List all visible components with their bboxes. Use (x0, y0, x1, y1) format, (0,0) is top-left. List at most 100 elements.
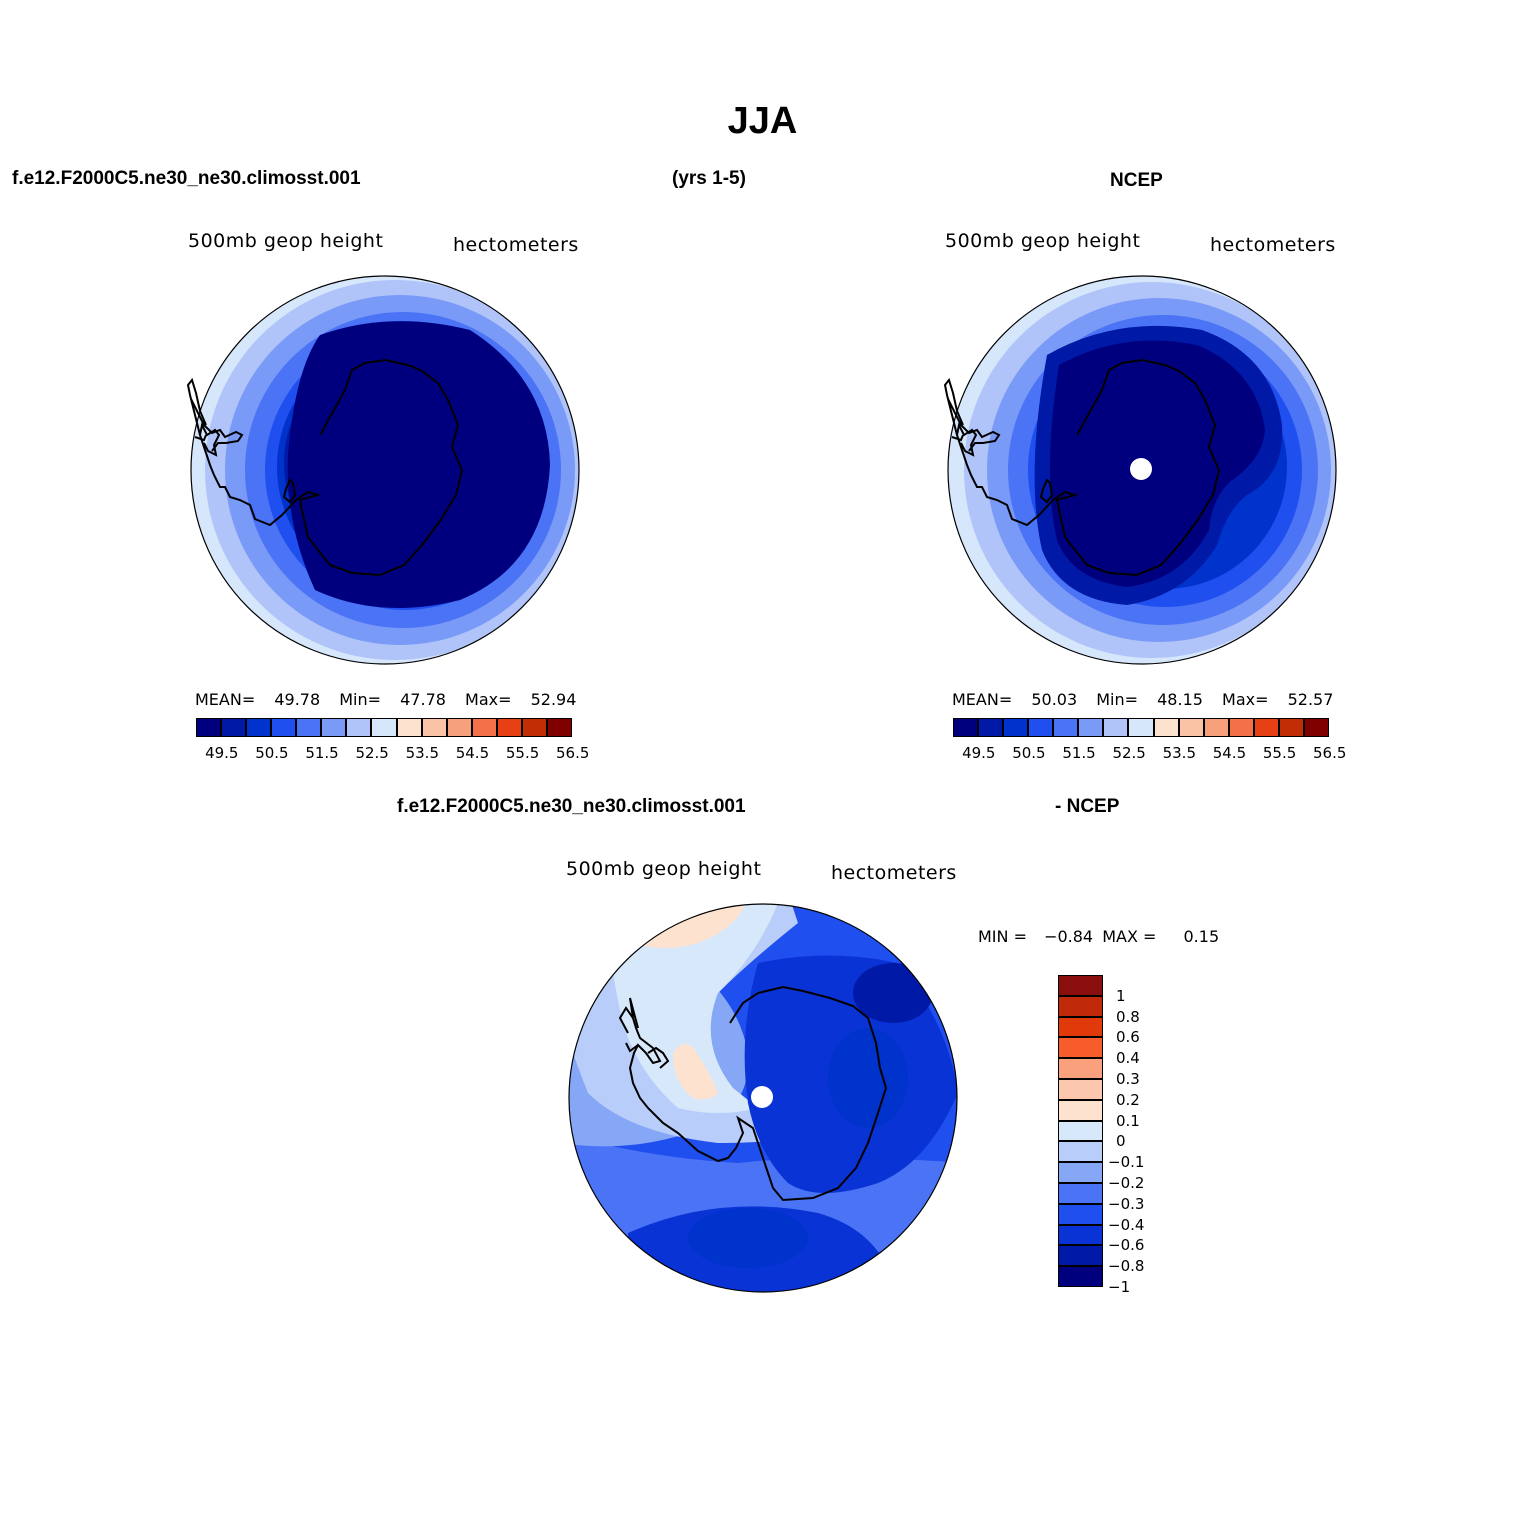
colorbar-swatch (1178, 718, 1204, 737)
ncep-core (1049, 340, 1265, 587)
diff-min-value: −0.84 (1044, 927, 1094, 946)
diff-colorbar-swatch (1058, 1058, 1103, 1079)
diff-colorbar-tick-label: −0.2 (1108, 1174, 1145, 1192)
colorbar-tick-label: 49.5 (962, 744, 996, 762)
diff-colorbar-swatch (1058, 975, 1103, 996)
top-right-case-label: NCEP (1110, 170, 1163, 191)
diff-units-label: hectometers (831, 862, 957, 884)
ncep-peninsula (943, 377, 1054, 504)
diff-colorbar-ticks: 1 0.8 0.6 0.4 0.3 0.2 0.1 0 −0.1 −0.2 −0.3 −0.4 −0.6… (1108, 975, 1168, 1296)
diff-peninsula (618, 997, 670, 1069)
diff-colorbar-swatch (1058, 995, 1103, 1017)
colorbar-swatch (321, 718, 347, 737)
model-min-label: Min= (339, 690, 382, 709)
model-mean-value: 49.78 (274, 690, 321, 709)
colorbar-swatch (1278, 718, 1304, 737)
diff-colorbar-tick-label: 0.6 (1116, 1028, 1140, 1047)
colorbar-swatch (1228, 718, 1254, 737)
colorbar-swatch (421, 718, 447, 737)
ncep-max-label: Max= (1222, 690, 1269, 709)
colorbar-swatch (1003, 718, 1029, 737)
colorbar-swatch (396, 718, 422, 737)
diff-globe-border (568, 903, 958, 1293)
ncep-mean-value: 50.03 (1031, 690, 1078, 709)
diff-map (568, 903, 958, 1293)
colorbar-swatch (521, 718, 547, 737)
model-coastline (198, 358, 464, 577)
diff-min-center (828, 1028, 908, 1128)
colorbar-swatch (1103, 718, 1129, 737)
colorbar-swatch (1253, 718, 1279, 737)
colorbar-tick-label: 51.5 (1062, 744, 1096, 762)
colorbar-tick-label: 54.5 (455, 744, 490, 762)
model-map (186, 275, 580, 665)
colorbar-swatch (471, 718, 497, 737)
colorbar-tick-label: 52.5 (355, 744, 389, 762)
ncep-min-value: 48.15 (1157, 690, 1203, 709)
model-peninsula (186, 377, 297, 504)
diff-colorbar-swatch (1058, 1162, 1103, 1183)
colorbar-tick-label: 56.5 (556, 744, 590, 762)
diff-colorbar-swatch (1058, 1266, 1103, 1287)
diff-colorbar-swatch (1058, 1203, 1103, 1225)
diff-colorbar-swatch (1058, 1099, 1103, 1121)
diff-colorbar-tick-label: 1 (1116, 986, 1126, 1005)
diff-colorbar-swatch (1058, 1079, 1103, 1100)
colorbar-tick-label: 50.5 (255, 744, 289, 762)
diff-colorbar-swatch (1058, 1037, 1103, 1059)
colorbar-swatch (1028, 718, 1054, 737)
diff-colorbar-tick-label: −1 (1108, 1278, 1131, 1296)
colorbar-tick-label: 51.5 (305, 744, 339, 762)
diff-colorbar-tick-label: 0.2 (1116, 1090, 1140, 1109)
diff-case-label: f.e12.F2000C5.ne30_ne30.climosst.001 (397, 796, 746, 817)
colorbar-tick-label: 53.5 (1162, 744, 1196, 762)
top-left-case-label: f.e12.F2000C5.ne30_ne30.climosst.001 (12, 168, 361, 189)
diff-min-lower (688, 1208, 808, 1268)
diff-colorbar-tick-label: 0.3 (1116, 1070, 1140, 1088)
model-max-label: Max= (465, 690, 512, 709)
colorbar-swatch (496, 718, 522, 737)
diff-max-value: 0.15 (1183, 927, 1220, 946)
colorbar-swatch (1078, 718, 1104, 737)
diff-colorbar-tick-label: −0.8 (1108, 1257, 1145, 1276)
diff-colorbar-tick-label: 0.4 (1116, 1049, 1140, 1068)
ncep-globe-border (947, 275, 1337, 665)
diff-pole-hole (751, 1086, 773, 1108)
ncep-map (943, 275, 1337, 665)
diff-colorbar-swatch (1058, 1141, 1103, 1163)
diff-colorbar-tick-label: −0.6 (1108, 1236, 1145, 1255)
colorbar-tick-label: 49.5 (205, 744, 239, 762)
diff-positive-peninsula (673, 1044, 718, 1100)
colorbar-tick-label: 52.5 (1112, 744, 1146, 762)
ncep-coastline (955, 358, 1221, 577)
colorbar-tick-label: 55.5 (505, 744, 540, 762)
colorbar-swatch (1203, 718, 1229, 737)
colorbar-swatch (978, 718, 1004, 737)
ncep-colorbar-ticks: 49.5 50.5 51.5 52.5 53.5 54.5 55.5 56.5 (953, 744, 1346, 762)
colorbar-tick-label: 54.5 (1212, 744, 1247, 762)
diff-coastline (628, 985, 888, 1202)
diff-variable-label: 500mb geop height (566, 858, 762, 880)
diff-colorbar-swatch (1058, 1224, 1103, 1246)
colorbar-swatch (953, 718, 979, 737)
diff-colorbar-swatch (1058, 1120, 1103, 1142)
model-min-value: 47.78 (400, 690, 446, 709)
colorbar-swatch (1128, 718, 1154, 737)
model-stats: MEAN= 49.78 Min= 47.78 Max= 52.94 (195, 690, 576, 709)
colorbar-swatch (1153, 718, 1179, 737)
ncep-min-label: Min= (1096, 690, 1139, 709)
model-variable-label: 500mb geop height (188, 230, 384, 252)
ncep-max-value: 52.57 (1287, 690, 1334, 709)
colorbar-swatch (371, 718, 397, 737)
diff-colorbar-swatch (1058, 1016, 1103, 1038)
colorbar-swatch (196, 718, 222, 737)
model-colorbar-ticks: 49.5 50.5 51.5 52.5 53.5 54.5 55.5 56.5 (196, 744, 589, 762)
model-colorbar (196, 718, 572, 737)
model-units-label: hectometers (453, 234, 579, 256)
ncep-variable-label: 500mb geop height (945, 230, 1141, 252)
colorbar-tick-label: 50.5 (1012, 744, 1046, 762)
diff-min-label: MIN = (978, 927, 1027, 946)
diff-colorbar-tick-label: 0.8 (1116, 1007, 1140, 1026)
diff-colorbar-tick-label: −0.3 (1108, 1194, 1145, 1213)
colorbar-swatch (446, 718, 472, 737)
